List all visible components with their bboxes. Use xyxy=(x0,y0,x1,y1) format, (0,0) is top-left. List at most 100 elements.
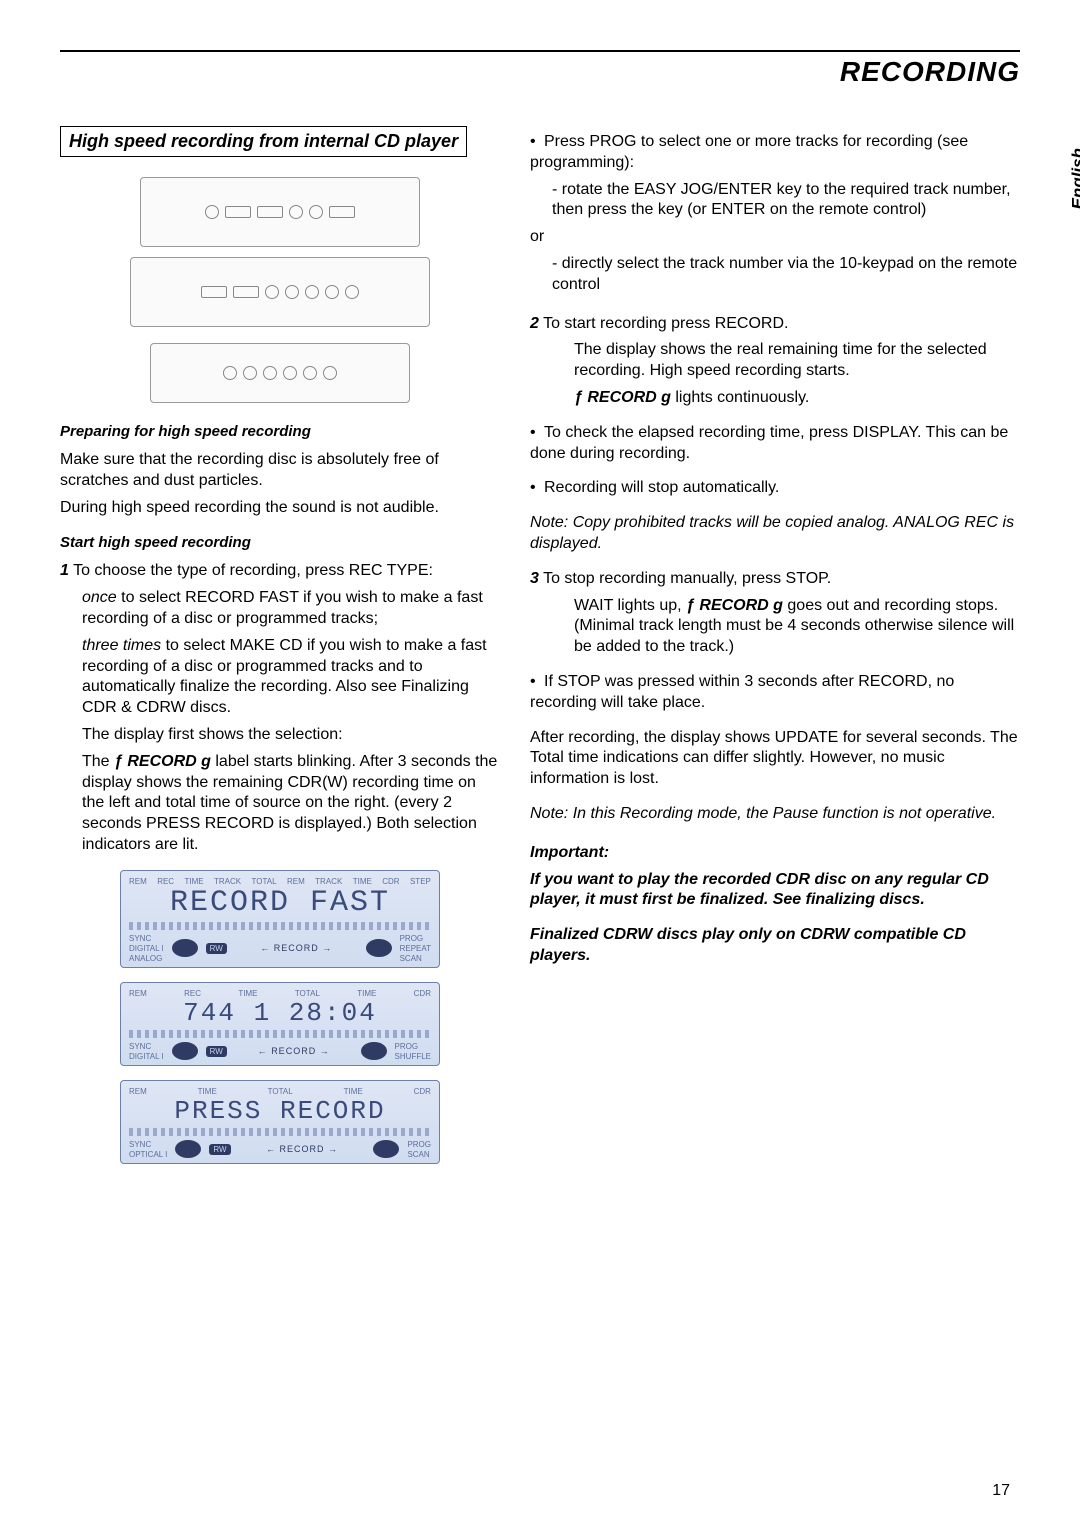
step2-para-a: The display shows the real remaining tim… xyxy=(574,340,1020,382)
lcd-lbl: TOTAL xyxy=(252,877,277,886)
lcd-lbl: SHUFFLE xyxy=(395,1052,431,1061)
step2-para-b: ƒ RECORD g lights continuously. xyxy=(574,388,1020,409)
step3-num: 3 xyxy=(530,570,539,587)
lcd-lbl: SYNC xyxy=(129,1042,164,1051)
prepare-p2: During high speed recording the sound is… xyxy=(60,498,500,519)
after-rec: After recording, the display shows UPDAT… xyxy=(530,728,1020,790)
lcd1-bottom: SYNC DIGITAL I ANALOG RW ← RECORD → PROG… xyxy=(129,934,431,963)
lcd-lbl: TIME xyxy=(344,1087,363,1096)
lcd-lbl: TOTAL xyxy=(268,1087,293,1096)
record-word-text: RECORD xyxy=(280,1144,325,1154)
bullet-prog-text: Press PROG to select one or more tracks … xyxy=(530,133,968,171)
step3-text: To stop recording manually, press STOP. xyxy=(539,570,831,587)
lcd-lbl: TOTAL xyxy=(295,989,320,998)
step3-para-a: WAIT lights up, xyxy=(574,597,686,614)
lcd-lbl: REM xyxy=(287,877,305,886)
option-three: three times to select MAKE CD if you wis… xyxy=(82,636,500,719)
section-heading: High speed recording from internal CD pl… xyxy=(69,131,458,151)
lcd-display-1: REM REC TIME TRACK TOTAL REM TRACK TIME … xyxy=(120,870,440,968)
bullet-elapsed-text: To check the elapsed recording time, pre… xyxy=(530,424,1008,462)
lcd-lbl: SYNC xyxy=(129,1140,167,1149)
page-number: 17 xyxy=(992,1482,1010,1500)
lcd-display-2: REM REC TIME TOTAL TIME CDR 744 1 28:04 … xyxy=(120,982,440,1066)
step2-text: To start recording press RECORD. xyxy=(539,315,789,332)
lcd3-tracks xyxy=(129,1128,431,1136)
bullet-icon: • xyxy=(530,132,544,153)
bullet-prog: •Press PROG to select one or more tracks… xyxy=(530,132,1020,174)
display-line2: The ƒ RECORD g label starts blinking. Af… xyxy=(82,752,500,856)
lcd-lbl: REC xyxy=(184,989,201,998)
lcd-left-labels: SYNC OPTICAL I xyxy=(129,1140,167,1159)
lcd-lbl: DIGITAL I xyxy=(129,944,164,953)
top-rule xyxy=(60,50,1020,52)
lcd2-bottom: SYNC DIGITAL I RW ← RECORD → PROG SHUFFL… xyxy=(129,1042,431,1061)
lcd-lbl: REM xyxy=(129,877,147,886)
content-columns: High speed recording from internal CD pl… xyxy=(60,126,1020,1178)
record-word: ← RECORD → xyxy=(235,943,358,953)
prog-dash1: - rotate the EASY JOG/ENTER key to the r… xyxy=(552,180,1020,222)
lcd-right-labels: PROG SHUFFLE xyxy=(395,1042,431,1061)
rw-chip: RW xyxy=(209,1144,230,1155)
important-p1: If you want to play the recorded CDR dis… xyxy=(530,870,1020,912)
note1-b: ANALOG REC xyxy=(893,514,998,531)
lcd-lbl: SCAN xyxy=(407,1150,431,1159)
rw-chip: RW xyxy=(206,1046,227,1057)
note1: Note: Copy prohibited tracks will be cop… xyxy=(530,513,1020,555)
lcd-lbl: PROG xyxy=(407,1140,431,1149)
lcd-lbl: CDR xyxy=(414,1087,431,1096)
bullet-stopauto-text: Recording will stop automatically. xyxy=(544,479,779,496)
or-label: or xyxy=(530,227,1020,248)
dl2b: ƒ RECORD g xyxy=(114,753,211,770)
language-tab: English xyxy=(1068,148,1080,209)
step1-num: 1 xyxy=(60,562,69,579)
record-word: ← RECORD → xyxy=(239,1144,366,1154)
right-column: English •Press PROG to select one or mor… xyxy=(530,126,1020,1178)
lcd-lbl: DIGITAL I xyxy=(129,1052,164,1061)
rec-icon xyxy=(175,1140,201,1158)
rec-icon xyxy=(172,1042,198,1060)
lcd-lbl: SYNC xyxy=(129,934,164,943)
lcd-lbl: TIME xyxy=(357,989,376,998)
step2-para-b-post: lights continuously. xyxy=(671,389,809,406)
prepare-p1: Make sure that the recording disc is abs… xyxy=(60,450,500,492)
bullet-stop3s: •If STOP was pressed within 3 seconds af… xyxy=(530,672,1020,714)
device-back-illustration xyxy=(150,343,410,403)
lcd-lbl: TRACK xyxy=(315,877,342,886)
device-illustration-group xyxy=(60,177,500,403)
lcd-lbl: TIME xyxy=(238,989,257,998)
option-once-label: once xyxy=(82,589,117,606)
device-middle-illustration xyxy=(130,257,430,327)
step1: 1 To choose the type of recording, press… xyxy=(60,561,500,582)
option-three-label: three times xyxy=(82,637,161,654)
note2: Note: In this Recording mode, the Pause … xyxy=(530,804,1020,825)
subheading-start: Start high speed recording xyxy=(60,534,500,551)
lcd1-top: REM REC TIME TRACK TOTAL REM TRACK TIME … xyxy=(129,877,431,886)
step1-text: To choose the type of recording, press R… xyxy=(69,562,433,579)
bullet-stopauto: •Recording will stop automatically. xyxy=(530,478,1020,499)
lcd-lbl: ANALOG xyxy=(129,954,164,963)
left-column: High speed recording from internal CD pl… xyxy=(60,126,500,1178)
record-label: ƒ RECORD g xyxy=(686,597,783,614)
dl2a: The xyxy=(82,753,114,770)
lcd-lbl: TRACK xyxy=(214,877,241,886)
prog-dash2: - directly select the track number via t… xyxy=(552,254,1020,296)
step3-para: WAIT lights up, ƒ RECORD g goes out and … xyxy=(574,596,1020,658)
lcd-left-labels: SYNC DIGITAL I xyxy=(129,1042,164,1061)
record-word-text: RECORD xyxy=(274,943,319,953)
step2: 2 To start recording press RECORD. xyxy=(530,314,1020,335)
device-top-illustration xyxy=(140,177,420,247)
important-p2: Finalized CDRW discs play only on CDRW c… xyxy=(530,925,1020,967)
record-label: ƒ RECORD g xyxy=(574,389,671,406)
lcd-lbl: TIME xyxy=(353,877,372,886)
rec-icon xyxy=(366,939,392,957)
lcd-lbl: TIME xyxy=(184,877,203,886)
bullet-icon: • xyxy=(530,672,544,693)
lcd2-main: 744 1 28:04 xyxy=(129,1000,431,1026)
lcd-lbl: REM xyxy=(129,989,147,998)
lcd-lbl: PROG xyxy=(400,934,431,943)
lcd2-tracks xyxy=(129,1030,431,1038)
rec-icon xyxy=(172,939,198,957)
bullet-icon: • xyxy=(530,478,544,499)
lcd1-tracks xyxy=(129,922,431,930)
page-title: RECORDING xyxy=(840,56,1020,88)
